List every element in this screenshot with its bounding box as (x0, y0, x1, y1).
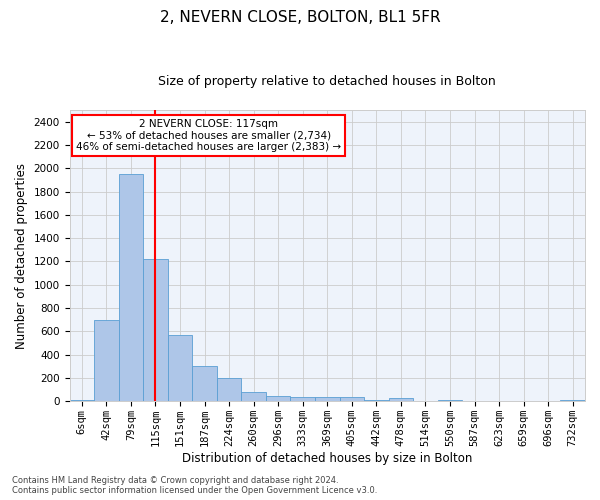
Bar (143, 259, 168, 402)
Bar (192, 366, 217, 402)
Bar (438, 400, 462, 402)
Bar (315, 397, 340, 402)
Text: 2 NEVERN CLOSE: 117sqm
← 53% of detached houses are smaller (2,734)
46% of semi-: 2 NEVERN CLOSE: 117sqm ← 53% of detached… (76, 118, 341, 152)
Bar (364, 400, 389, 402)
Bar (266, 396, 290, 402)
Y-axis label: Number of detached properties: Number of detached properties (15, 162, 28, 348)
Text: Contains HM Land Registry data © Crown copyright and database right 2024.
Contai: Contains HM Land Registry data © Crown c… (12, 476, 377, 495)
Text: 2, NEVERN CLOSE, BOLTON, BL1 5FR: 2, NEVERN CLOSE, BOLTON, BL1 5FR (160, 10, 440, 25)
Bar (70, 400, 94, 402)
Bar (536, 400, 560, 402)
Bar (389, 398, 413, 402)
Title: Size of property relative to detached houses in Bolton: Size of property relative to detached ho… (158, 75, 496, 88)
Bar (168, 335, 192, 402)
Bar (119, 174, 143, 402)
Bar (217, 378, 241, 402)
Bar (290, 397, 315, 402)
X-axis label: Distribution of detached houses by size in Bolton: Distribution of detached houses by size … (182, 452, 472, 465)
Bar (340, 397, 364, 402)
Bar (462, 400, 487, 402)
Bar (413, 400, 438, 402)
Bar (511, 400, 536, 402)
Bar (94, 320, 119, 402)
Bar (487, 400, 511, 402)
Bar (560, 400, 585, 402)
Bar (241, 392, 266, 402)
